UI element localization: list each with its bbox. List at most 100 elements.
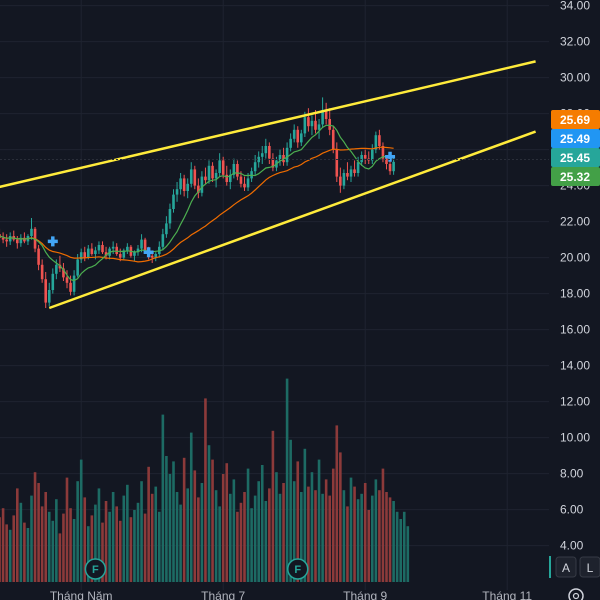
volume-bar — [346, 506, 349, 582]
candle-body — [243, 183, 246, 188]
candle-body — [346, 173, 349, 177]
candle-body — [374, 135, 378, 150]
volume-bar — [349, 477, 353, 582]
candle-body — [381, 146, 385, 159]
candle-body — [143, 239, 147, 253]
volume-bar — [30, 495, 33, 582]
price-badge-label: 25.49 — [560, 132, 590, 146]
volume-bar — [246, 468, 250, 582]
candle-body — [363, 155, 367, 159]
y-tick-label: 8.00 — [560, 467, 584, 481]
candle-body — [186, 183, 189, 191]
candle-body — [47, 290, 51, 303]
time-axis[interactable]: Tháng Năm Tháng 7 Tháng 9 Tháng 11 — [50, 589, 533, 600]
volume-bar — [147, 466, 150, 582]
crossing-markers — [47, 151, 396, 258]
candle-body — [30, 228, 33, 236]
candle-body — [385, 158, 388, 164]
candle-body — [118, 254, 122, 258]
volume-bar — [342, 490, 346, 582]
candle-body — [197, 185, 200, 193]
price-badge — [551, 148, 600, 167]
price-badge-label: 25.32 — [560, 170, 590, 184]
candle-body — [175, 189, 179, 195]
candle-body — [136, 248, 140, 253]
candle-body — [314, 120, 317, 130]
volume-bar — [5, 524, 8, 582]
candle-body — [349, 169, 353, 177]
y-tick-label: 20.00 — [560, 251, 590, 265]
candle-body — [51, 273, 55, 290]
volume-bar — [90, 515, 94, 582]
x-tick-label: Tháng 7 — [201, 589, 245, 600]
auto-scale-button[interactable] — [555, 556, 577, 578]
candle-body — [83, 252, 87, 258]
volume-bar — [314, 490, 317, 582]
volume-bar — [179, 504, 182, 582]
volume-bar — [271, 430, 275, 582]
event-marker[interactable]: F — [84, 558, 107, 580]
candle-body — [285, 147, 289, 163]
candle-body — [229, 174, 232, 182]
candle-body — [122, 250, 126, 258]
candle-body — [161, 234, 165, 247]
volume-bar — [69, 508, 72, 582]
volume-bar — [328, 495, 331, 582]
candle-body — [232, 164, 236, 175]
candle-body — [193, 169, 197, 186]
volume-bar — [133, 510, 136, 582]
candle-body — [296, 129, 300, 143]
volume-bar — [207, 445, 211, 582]
candle-body — [104, 252, 108, 256]
volume-bar — [37, 483, 40, 582]
gear-icon[interactable] — [568, 588, 584, 600]
volume-bar — [58, 533, 62, 582]
candle-body — [356, 162, 360, 173]
x-tick-label: Tháng 9 — [343, 589, 387, 600]
candle-body — [328, 119, 331, 130]
volume-bar — [189, 432, 193, 582]
volume-bar — [218, 506, 221, 582]
candle-body — [264, 146, 268, 154]
candle-body — [19, 237, 23, 244]
candle-body — [72, 275, 76, 292]
x-tick-label: Tháng Năm — [50, 589, 113, 600]
volume-bar — [406, 526, 410, 582]
candle-body — [353, 169, 356, 173]
volume-bar — [243, 492, 246, 582]
candle-body — [342, 173, 346, 186]
volume-bar — [303, 448, 307, 582]
volume-bar — [211, 459, 214, 582]
candle-body — [37, 248, 40, 265]
log-scale-button[interactable] — [579, 556, 600, 578]
candle-body — [111, 246, 115, 249]
event-circle — [287, 558, 309, 580]
candle-body — [253, 162, 257, 172]
candle-body — [69, 282, 72, 292]
volume-bar — [33, 472, 37, 582]
volume-bar — [300, 492, 303, 582]
volume-bar — [44, 492, 47, 582]
log-scale-label: L — [587, 561, 594, 575]
volume-bar — [87, 526, 90, 582]
volume-bar — [136, 502, 140, 582]
candle-body — [55, 264, 58, 274]
channel-upper-line[interactable] — [0, 60, 536, 189]
event-marker[interactable]: F — [287, 558, 309, 580]
candle-body — [133, 252, 136, 256]
candle-body — [321, 110, 324, 125]
volume-bar — [55, 499, 58, 582]
volume-bar — [278, 493, 282, 582]
volume-bar — [229, 493, 232, 582]
volume-bar — [214, 490, 218, 582]
volume-bar — [118, 520, 122, 582]
volume-bar — [257, 481, 260, 582]
volume-bar — [339, 452, 342, 582]
channel-lower-line[interactable] — [48, 130, 537, 310]
candle-body — [236, 164, 239, 177]
y-tick-label: 32.00 — [560, 35, 590, 49]
volume-bar — [65, 477, 69, 582]
candle-body — [378, 135, 381, 146]
